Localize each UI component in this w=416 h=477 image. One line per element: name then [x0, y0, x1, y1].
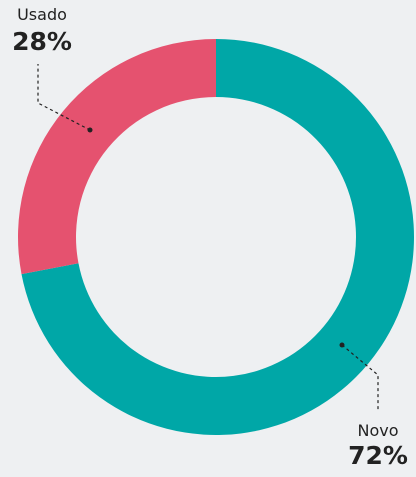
value-label: 28% — [12, 27, 72, 56]
category-label: Usado — [17, 5, 67, 24]
leader-line — [37, 64, 91, 131]
slice — [17, 39, 216, 275]
leader-dot — [339, 342, 345, 348]
slice — [21, 39, 415, 436]
value-label: 72% — [348, 441, 408, 470]
category-label: Novo — [357, 421, 398, 440]
leader-dot — [87, 127, 93, 133]
